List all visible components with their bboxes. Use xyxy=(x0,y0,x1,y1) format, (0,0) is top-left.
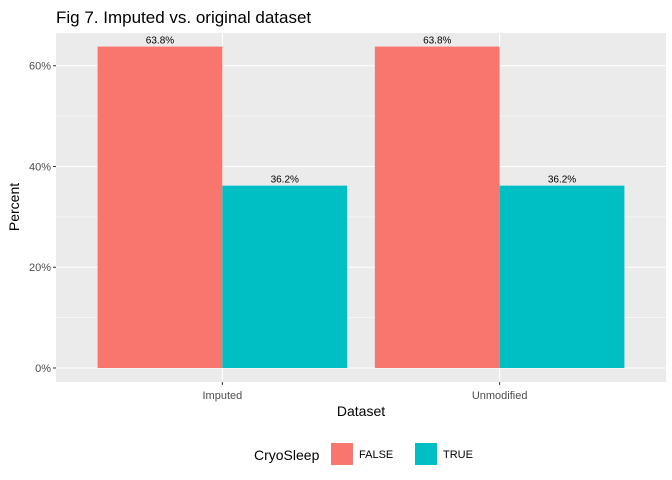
bar-false-unmodified xyxy=(374,46,500,369)
data-labels: 63.8% 36.2% 63.8% 36.2% xyxy=(146,36,577,186)
y-tick-label: 40% xyxy=(29,161,51,173)
legend-label: FALSE xyxy=(359,449,393,461)
bar-true-unmodified xyxy=(499,185,625,368)
legend-title: CryoSleep xyxy=(254,447,320,463)
legend-key-false xyxy=(331,443,353,465)
y-axis-title: Percent xyxy=(6,183,22,231)
x-axis: Imputed Unmodified xyxy=(202,382,527,402)
bar-true-imputed xyxy=(222,185,348,368)
legend-items: FALSE TRUE xyxy=(331,443,473,465)
legend-key-true xyxy=(415,443,437,465)
y-tick-label: 60% xyxy=(29,61,51,73)
y-axis: 0% 20% 40% 60% xyxy=(29,61,56,375)
data-label: 36.2% xyxy=(548,175,576,186)
chart-title: Fig 7. Imputed vs. original dataset xyxy=(56,8,311,27)
legend: CryoSleep FALSE TRUE xyxy=(254,443,473,465)
legend-label: TRUE xyxy=(443,449,473,461)
x-axis-title: Dataset xyxy=(337,403,385,419)
bar-false-imputed xyxy=(97,46,223,369)
bars xyxy=(97,46,625,369)
data-label: 36.2% xyxy=(271,175,299,186)
y-tick-label: 0% xyxy=(35,363,51,375)
x-tick-label: Imputed xyxy=(202,390,242,402)
data-label: 63.8% xyxy=(146,36,174,47)
data-label: 63.8% xyxy=(423,36,451,47)
x-tick-label: Unmodified xyxy=(472,390,528,402)
y-tick-label: 20% xyxy=(29,262,51,274)
